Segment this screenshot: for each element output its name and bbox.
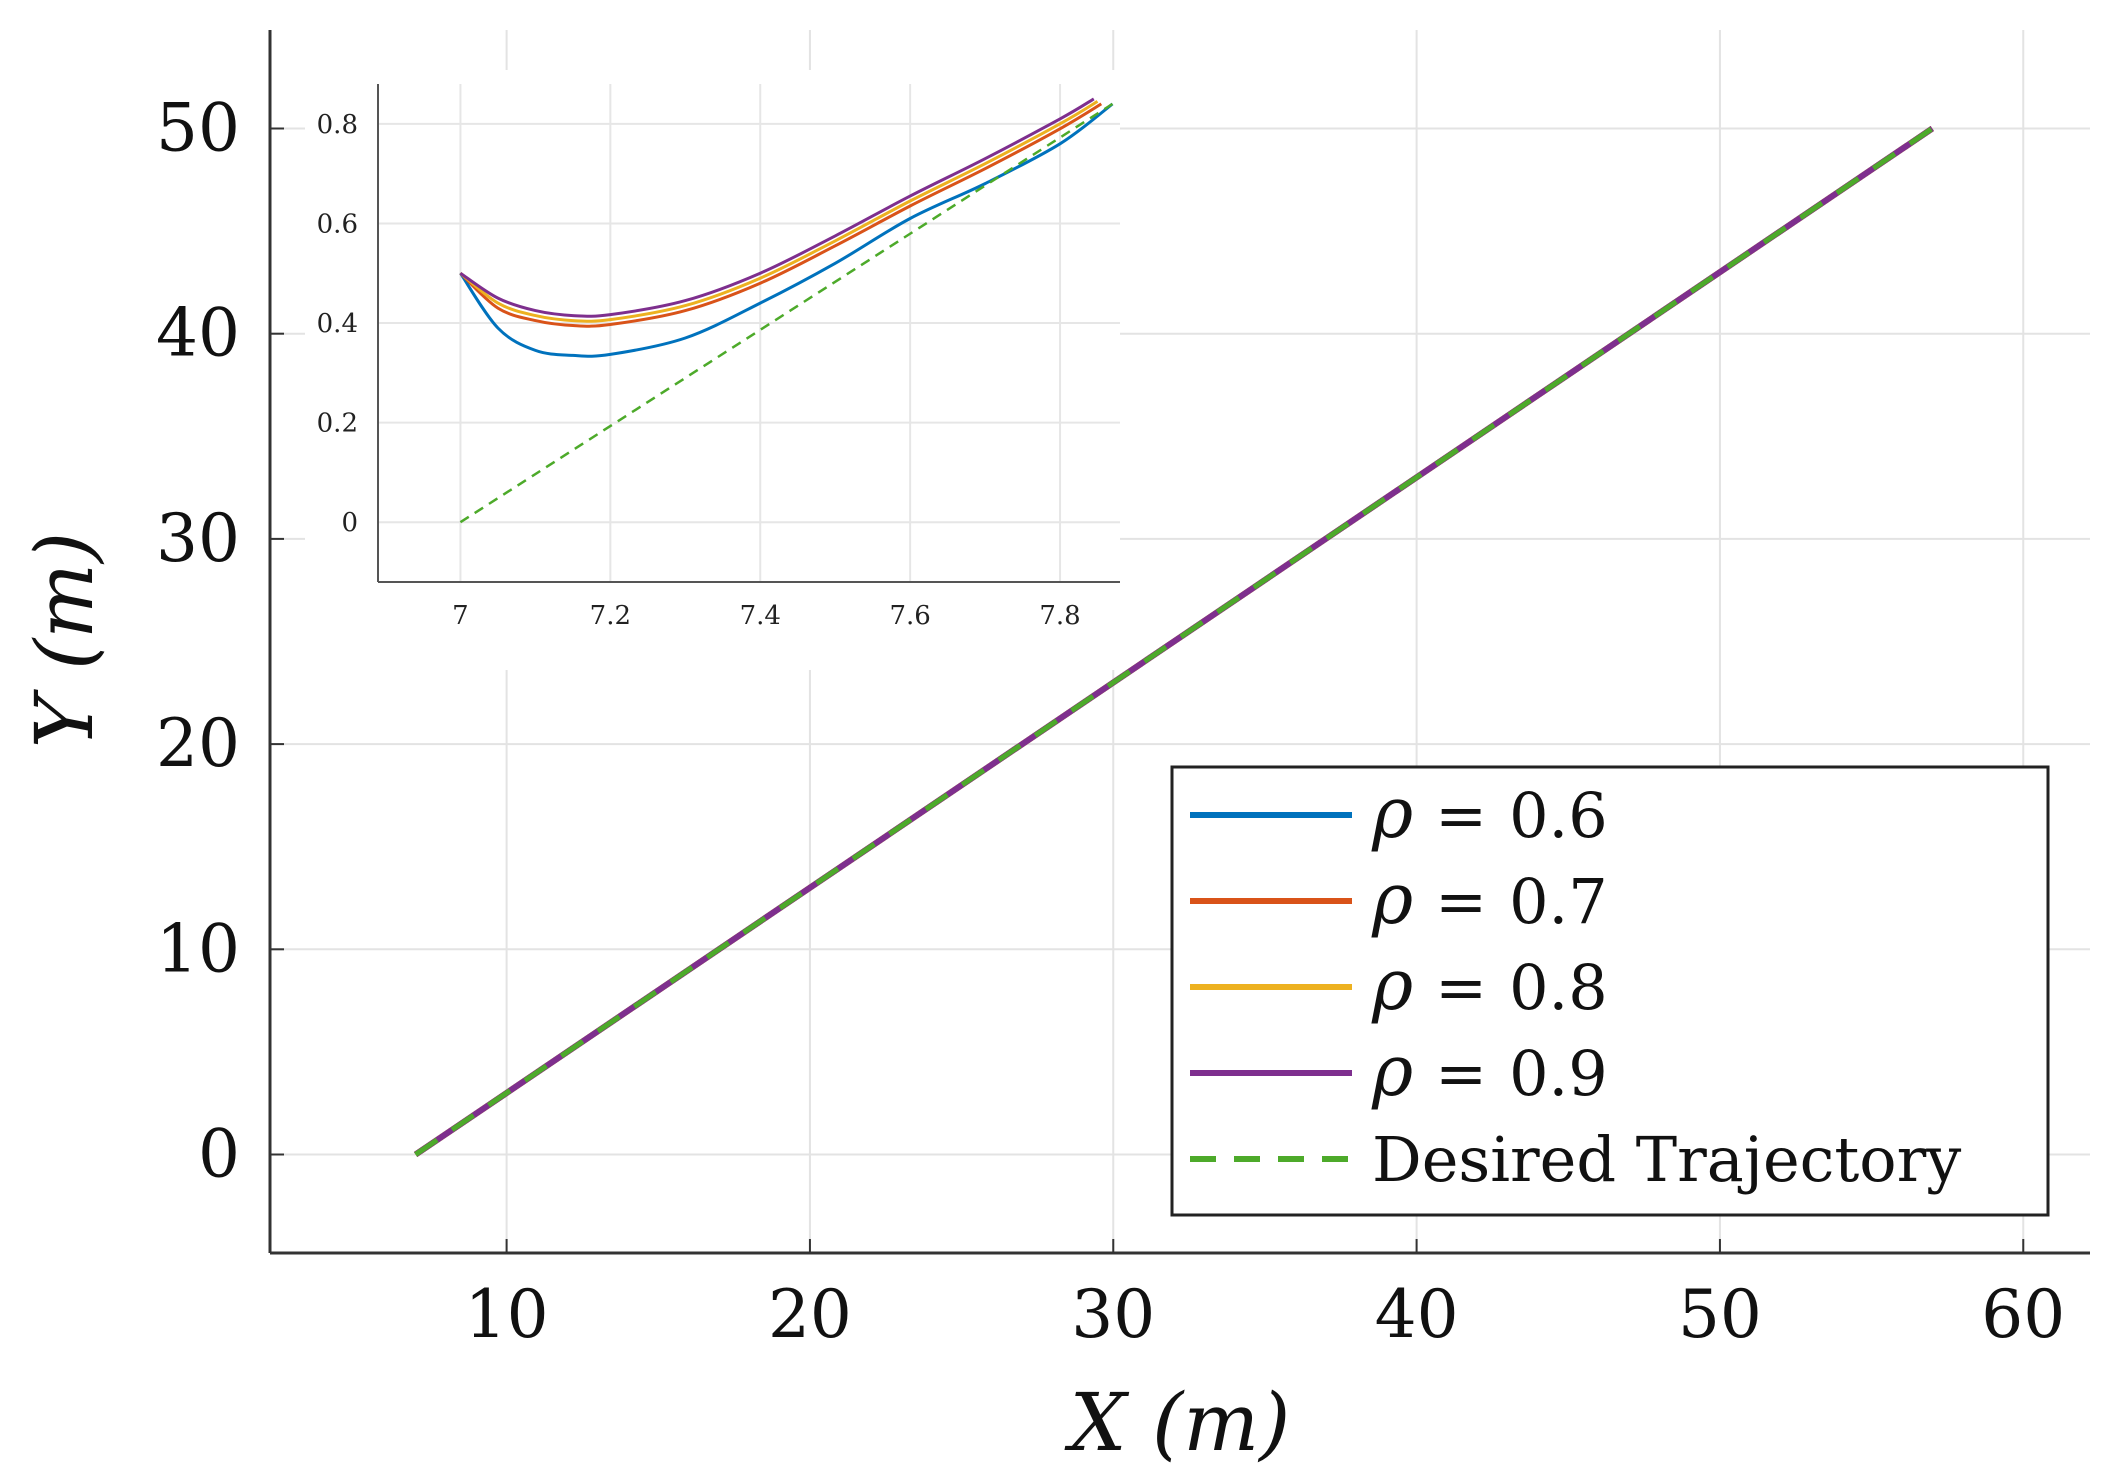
inset-x-tick-label-1: 7.2 (590, 601, 631, 631)
main-x-tick-labels: 10 20 30 40 50 60 (465, 1239, 2065, 1353)
inset-x-tick-label-0: 7 (452, 601, 469, 631)
main-y-tick-label-2: 20 (156, 705, 240, 782)
legend-label-1: ρ = 0.7 (1371, 858, 1608, 940)
main-x-tick-label-4: 50 (1678, 1276, 1762, 1353)
inset-y-tick-label-0: 0 (341, 508, 358, 538)
inset-x-tick-label-4: 7.8 (1039, 601, 1080, 631)
inset-y-tick-labels: 0 0.2 0.4 0.6 0.8 (317, 110, 358, 538)
main-x-tick-label-3: 40 (1375, 1276, 1459, 1353)
legend-box (1170, 765, 2050, 1217)
main-y-tick-label-4: 40 (156, 295, 240, 372)
inset-y-tick-label-1: 0.2 (317, 409, 358, 439)
inset-x-tick-label-3: 7.6 (889, 601, 930, 631)
main-y-tick-label-1: 10 (156, 910, 240, 987)
inset-series-line-1 (459, 102, 1103, 328)
x-axis-label: X (m) (1064, 1376, 1291, 1469)
inset-series-line-2 (459, 100, 1099, 323)
legend-label-4: Desired Trajectory (1372, 1123, 1961, 1196)
inset-x-tick-labels: 7 7.2 7.4 7.6 7.8 (452, 601, 1081, 631)
inset-y-tick-label-2: 0.4 (317, 309, 358, 339)
legend-label-3: ρ = 0.9 (1371, 1030, 1608, 1112)
inset-y-tick-label-3: 0.6 (317, 209, 358, 239)
main-axes (268, 30, 2090, 1255)
main-series-line-3 (413, 126, 1934, 1157)
main-x-tick-label-2: 30 (1071, 1276, 1155, 1353)
inset-background (305, 70, 1120, 670)
y-axis-label: Y (m) (18, 532, 111, 749)
main-x-tick-label-1: 20 (768, 1276, 852, 1353)
legend: ρ = 0.6ρ = 0.7ρ = 0.8ρ = 0.9 Desired Trajectory (1170, 765, 2050, 1217)
main-y-tick-labels: 0 10 20 30 40 50 (156, 89, 284, 1193)
main-x-tick-label-5: 60 (1981, 1276, 2065, 1353)
main-y-tick-label-5: 50 (156, 89, 240, 166)
legend-label-0: ρ = 0.6 (1371, 772, 1608, 854)
inset-grid (378, 84, 1120, 582)
main-plot-area (413, 126, 1934, 1157)
inset-x-tick-label-2: 7.4 (740, 601, 781, 631)
inset-series-line-4 (459, 102, 1114, 524)
inset-plot-area (459, 97, 1114, 524)
main-y-tick-label-0: 0 (198, 1116, 240, 1193)
legend-label-2: ρ = 0.8 (1371, 944, 1608, 1026)
inset-y-tick-label-4: 0.8 (317, 110, 358, 140)
inset-series-line-3 (459, 97, 1095, 318)
main-y-tick-label-3: 30 (156, 500, 240, 577)
main-x-tick-label-0: 10 (465, 1276, 549, 1353)
inset-zoom-plot: 7 7.2 7.4 7.6 7.8 0 0.2 0.4 0.6 0.8 (305, 70, 1120, 670)
